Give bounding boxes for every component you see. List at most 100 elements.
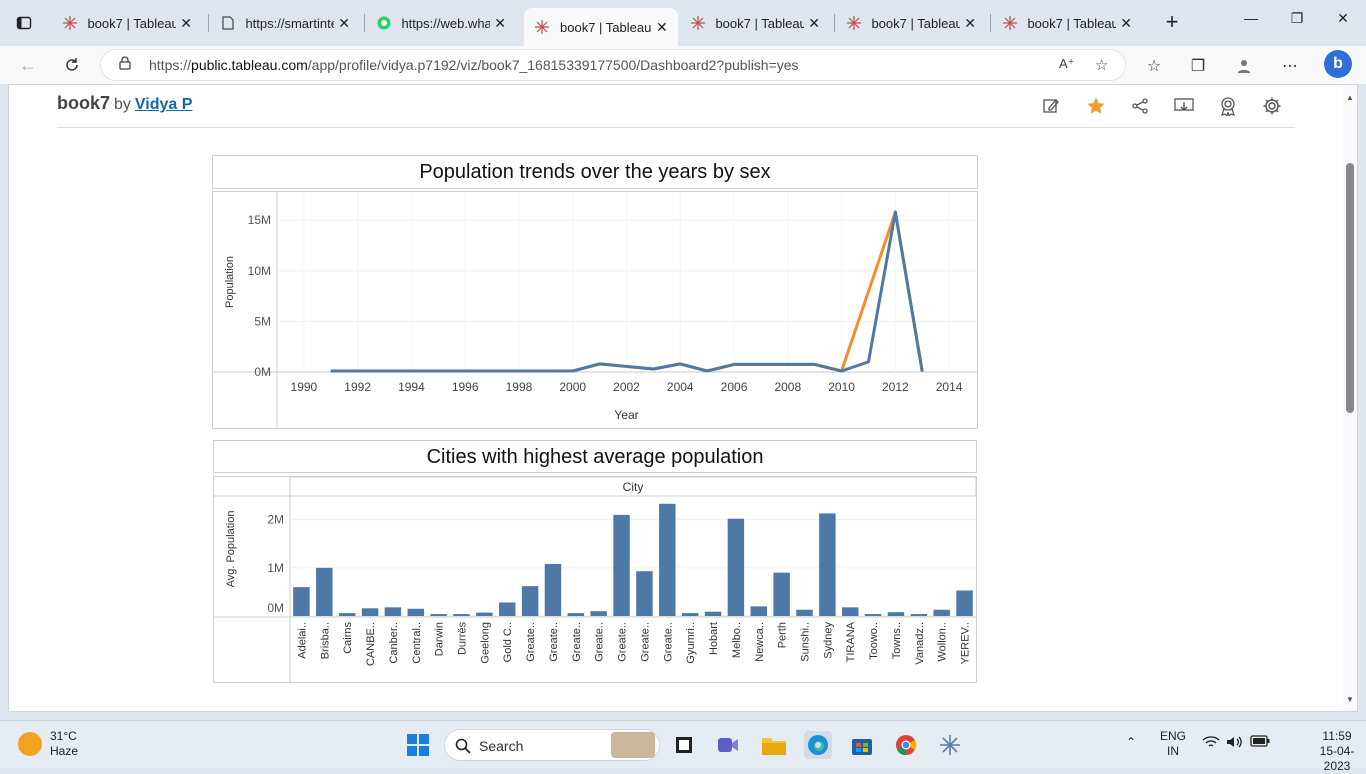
lock-icon[interactable]: [119, 56, 131, 74]
language-indicator[interactable]: ENG IN: [1160, 729, 1186, 759]
x-tick-label: 1996: [452, 380, 479, 394]
y-tick-label: 0M: [267, 601, 284, 615]
minimize-button[interactable]: —: [1244, 10, 1258, 26]
favorite-star-icon[interactable]: [1085, 95, 1107, 117]
bar: [842, 607, 859, 616]
x-tick-label: Greate..: [525, 622, 537, 662]
close-tab-icon[interactable]: ✕: [180, 14, 192, 31]
browser-tab[interactable]: https://web.what ✕: [366, 8, 516, 38]
y-axis-title: Avg. Population: [225, 511, 237, 588]
wifi-icon[interactable]: [1202, 735, 1220, 753]
x-tick-label: 2014: [936, 380, 963, 394]
tab-label: https://web.what: [401, 15, 491, 31]
download-icon[interactable]: [1173, 95, 1195, 117]
bar: [453, 614, 470, 616]
share-icon[interactable]: [1129, 95, 1151, 117]
task-view-icon[interactable]: [670, 731, 698, 759]
volume-icon[interactable]: [1226, 735, 1244, 753]
scroll-down-arrow[interactable]: ▼: [1346, 695, 1354, 704]
taskbar-search[interactable]: Search: [444, 729, 660, 761]
favorites-icon[interactable]: ☆: [1146, 58, 1162, 75]
x-tick-label: Greate..: [662, 622, 674, 662]
more-menu-icon[interactable]: ⋯: [1282, 58, 1298, 75]
restore-button[interactable]: ❐: [1290, 10, 1304, 26]
author-link[interactable]: Vidya P: [134, 96, 193, 113]
x-tick-label: YEREV..: [960, 622, 972, 664]
close-tab-icon[interactable]: ✕: [808, 14, 820, 31]
tableau-icon[interactable]: [936, 731, 964, 759]
x-tick-label: Greate..: [639, 622, 651, 662]
x-tick-label: Towns..: [891, 622, 903, 659]
bar: [727, 518, 745, 616]
edge-icon[interactable]: [804, 731, 832, 759]
refresh-button[interactable]: [60, 53, 84, 77]
browser-tab[interactable]: book7 | Tableau P✕: [992, 8, 1142, 38]
browser-tab[interactable]: https://smartinte ✕: [210, 8, 360, 38]
browser-tab[interactable]: book7 | Tableau ✕: [524, 8, 678, 46]
browser-tab[interactable]: book7 | Tableau P✕: [680, 8, 830, 38]
settings-gear-icon[interactable]: [1261, 95, 1283, 117]
page-icon: [220, 15, 235, 31]
windows-start-icon[interactable]: [404, 731, 432, 759]
line-chart[interactable]: 0M 5M 10M 15M 1990 1992 1994 1996 1998 2000 2002 20…: [212, 191, 978, 429]
collections-icon[interactable]: ❐: [1190, 58, 1206, 75]
edit-icon[interactable]: [1040, 95, 1062, 117]
tab-bar: book7 | Tableau P✕https://smartinte✕http…: [0, 0, 1366, 46]
bar-chart[interactable]: City 0M 1M 2M Avg. Population Adelai.. Brisba.…: [213, 476, 977, 683]
add-favorite-icon[interactable]: ☆: [1095, 57, 1109, 74]
workbook-title: book7: [57, 93, 111, 113]
scroll-up-arrow[interactable]: ▲: [1346, 93, 1354, 102]
bar: [499, 602, 516, 616]
battery-icon[interactable]: [1250, 735, 1270, 751]
x-tick-label: Perth: [777, 622, 789, 648]
tab-separator: [834, 14, 835, 32]
read-aloud-icon[interactable]: A⁺: [1059, 56, 1075, 71]
close-window-button[interactable]: ✕: [1337, 10, 1349, 26]
meet-icon[interactable]: [714, 731, 742, 759]
bar-chart-svg: City 0M 1M 2M Avg. Population Adelai.. Brisba.…: [214, 476, 977, 682]
bar: [910, 614, 928, 616]
bing-icon[interactable]: b: [1324, 50, 1352, 78]
clock[interactable]: 11:59 15-04-2023: [1308, 729, 1366, 774]
x-tick-label: 2002: [613, 380, 640, 394]
x-tick-label: 1998: [506, 380, 533, 394]
chrome-icon[interactable]: [892, 731, 920, 759]
bar: [750, 606, 767, 616]
tab-label: https://smartinte: [245, 15, 335, 31]
close-tab-icon[interactable]: ✕: [338, 14, 350, 31]
x-tick-label: Greate..: [571, 622, 583, 662]
bar: [338, 613, 356, 616]
search-highlight-image: [611, 732, 655, 758]
x-tick-label: Greate..: [594, 622, 606, 662]
bar: [430, 614, 447, 616]
browser-tab[interactable]: book7 | Tableau P✕: [836, 8, 986, 38]
file-explorer-icon[interactable]: [760, 731, 788, 759]
new-tab-button[interactable]: +: [1165, 9, 1179, 34]
show-hidden-icons[interactable]: ⌃: [1126, 735, 1137, 749]
page-scrollbar[interactable]: ▲ ▼: [1343, 85, 1357, 711]
x-tick-label: Sunshi..: [800, 622, 812, 662]
tableau-icon: [1002, 15, 1017, 31]
close-tab-icon[interactable]: ✕: [656, 18, 668, 35]
tab-label: book7 | Tableau P: [715, 15, 805, 31]
close-tab-icon[interactable]: ✕: [964, 14, 976, 31]
back-button[interactable]: ←: [19, 54, 37, 75]
x-tick-label: 1994: [398, 380, 425, 394]
profile-icon[interactable]: [1233, 55, 1255, 77]
whatsapp-icon: [376, 15, 391, 31]
close-tab-icon[interactable]: ✕: [494, 14, 506, 31]
address-bar[interactable]: https://public.tableau.com/app/profile/v…: [100, 49, 1126, 81]
tab-actions-icon[interactable]: [8, 8, 40, 38]
address-bar-row: ← https://public.tableau.com/app/profile…: [0, 46, 1366, 84]
bar: [864, 614, 882, 616]
x-tick-label: Greate..: [617, 622, 629, 662]
weather-widget[interactable]: 31°C Haze: [18, 729, 78, 759]
badge-icon[interactable]: [1217, 95, 1239, 117]
by-label: by: [114, 96, 131, 113]
region-label: IN: [1167, 744, 1179, 758]
browser-tab[interactable]: book7 | Tableau P✕: [52, 8, 202, 38]
store-icon[interactable]: [848, 731, 876, 759]
taskbar: 31°C Haze Search ⌃ ENG IN: [0, 720, 1366, 773]
scrollbar-thumb[interactable]: [1346, 163, 1354, 413]
close-tab-icon[interactable]: ✕: [1120, 14, 1132, 31]
